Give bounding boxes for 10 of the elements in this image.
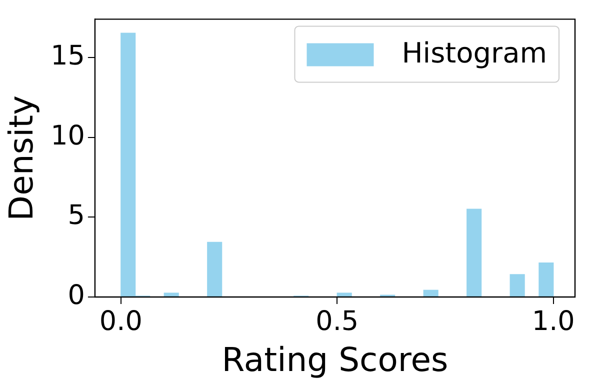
y-tick-label: 15 (50, 40, 85, 72)
y-axis-title: Density (1, 95, 40, 221)
x-tick-label: 0.5 (316, 306, 359, 338)
legend-label: Histogram (402, 36, 547, 70)
y-tick-label: 10 (50, 120, 85, 152)
x-tick-label: 1.0 (532, 306, 575, 338)
y-tick-label: 0 (68, 280, 85, 312)
x-axis-title: Rating Scores (222, 340, 448, 379)
y-tick-label: 5 (68, 200, 85, 232)
x-tick-label: 0.0 (99, 306, 142, 338)
